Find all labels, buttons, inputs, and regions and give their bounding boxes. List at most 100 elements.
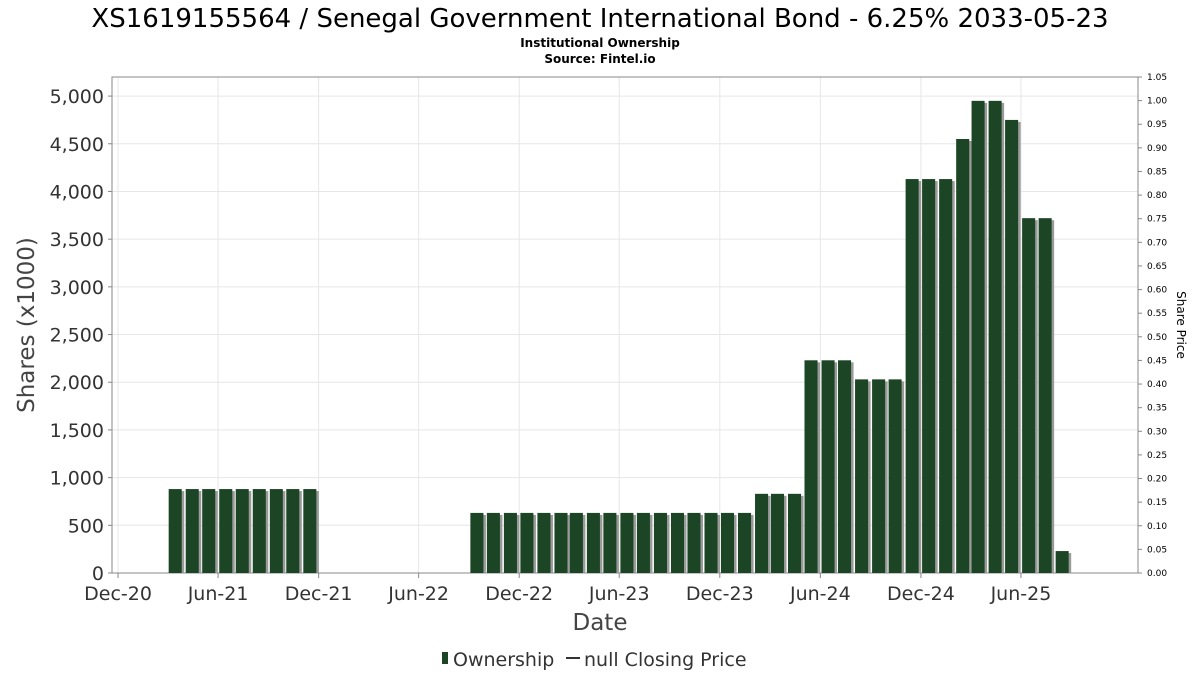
ownership-bar [503,512,517,573]
ownership-bar [704,512,718,573]
x-tick-label: Dec-23 [686,583,754,605]
ownership-bar [755,493,769,573]
ownership-bar [202,489,216,573]
ownership-bar [738,512,752,573]
ownership-bar [303,489,317,573]
ownership-bar [1022,218,1036,573]
y-tick-label: 3,000 [50,277,104,299]
ownership-bar [554,512,568,573]
ownership-bar [687,512,701,573]
ownership-bar [770,493,785,573]
legend-closing-price-label: null Closing Price [584,649,747,671]
y2-tick-label: 0.70 [1147,238,1167,248]
y2-tick-label: 0.95 [1147,120,1167,130]
y2-tick-label: 0.40 [1147,380,1167,390]
x-tick-label: Dec-24 [887,583,955,605]
ownership-bar [286,489,300,573]
y2-tick-label: 0.10 [1147,522,1167,532]
y-tick-label: 0 [92,563,104,585]
ownership-bar [252,489,266,573]
y2-tick-label: 0.30 [1147,427,1167,437]
x-axis-ticks: Dec-20 Jun-21 Dec-21 Jun-22 Dec-22 Jun-23 Dec-… [84,573,1051,605]
y2-tick-label: 0.15 [1147,498,1167,508]
ownership-bar [720,512,735,573]
y2-tick-label: 0.05 [1147,545,1167,555]
ownership-bar [988,100,1002,573]
y2-tick-label: 0.60 [1147,286,1167,296]
y2-tick-label: 0.50 [1147,333,1167,343]
y2-tick-label: 0.00 [1147,569,1167,579]
ownership-bar [971,100,985,573]
y-tick-label: 2,500 [50,325,104,347]
ownership-bar [603,512,617,573]
y2-tick-label: 0.85 [1147,167,1167,177]
x-tick-label: Dec-21 [285,583,353,605]
y2-tick-label: 0.45 [1147,356,1167,366]
y2-tick-label: 0.65 [1147,262,1167,272]
x-axis-label: Date [573,610,628,636]
ownership-bar [1005,119,1019,573]
ownership-bar [486,512,500,573]
legend: Ownership null Closing Price [442,649,747,671]
x-tick-label: Jun-21 [187,583,249,605]
x-tick-label: Jun-24 [789,583,851,605]
y2-tick-label: 0.35 [1147,404,1167,414]
ownership-bar [269,489,283,573]
ownership-bar [939,179,953,574]
ownership-bar [470,512,484,573]
ownership-bar [956,139,970,573]
y2-tick-label: 1.00 [1147,97,1167,107]
ownership-bar [569,512,583,573]
y-tick-label: 1,500 [50,420,104,442]
ownership-bar [855,379,869,573]
ownership-bar [537,512,551,573]
gridlines [112,77,1138,573]
ownership-bar [804,360,818,573]
ownership-bar [620,512,634,573]
y-tick-label: 4,000 [50,181,104,203]
ownership-bar [1038,218,1052,573]
legend-ownership-swatch [442,652,448,664]
x-tick-label: Jun-22 [387,583,449,605]
x-tick-label: Jun-25 [990,583,1052,605]
y-tick-label: 2,000 [50,372,104,394]
ownership-bar [168,489,182,573]
y2-tick-label: 0.25 [1147,451,1167,461]
x-tick-label: Jun-23 [588,583,650,605]
y2-tick-label: 0.90 [1147,144,1167,154]
ownership-bar [872,379,886,573]
ownership-bar [235,489,249,573]
ownership-bar [586,512,600,573]
ownership-bar [1055,551,1069,573]
y2-axis-ticks: 0.00 0.05 0.10 0.15 0.20 0.25 0.30 0.35 0.40 0.45… [1138,73,1167,579]
y-tick-label: 1,000 [50,468,104,490]
y-tick-label: 5,000 [50,86,104,108]
y2-tick-label: 0.55 [1147,309,1167,319]
y-tick-label: 4,500 [50,134,104,156]
y2-tick-label: 0.75 [1147,215,1167,225]
ownership-bar [219,489,233,573]
y-tick-label: 500 [68,515,104,537]
ownership-bar [788,493,802,573]
y2-tick-label: 0.20 [1147,475,1167,485]
ownership-bar [888,379,902,573]
ownership-bar [838,360,852,573]
ownership-bar [185,489,199,573]
y2-tick-label: 0.80 [1147,191,1167,201]
ownership-bar [653,512,667,573]
ownership-bars [168,100,1072,574]
chart-subtitle-line-1: Institutional Ownership [520,36,680,50]
ownership-bar [922,179,936,574]
y-axis-ticks: 0 500 1,000 1,500 2,000 2,500 3,000 3,500 4,000 4… [50,86,112,585]
legend-ownership-label: Ownership [453,649,554,671]
y2-tick-label: 1.05 [1147,73,1167,83]
chart-subtitle-line-2: Source: Fintel.io [544,52,655,66]
chart-title: XS1619155564 / Senegal Government Intern… [91,4,1108,34]
x-tick-label: Dec-22 [485,583,553,605]
ownership-bar [636,512,650,573]
ownership-bar [905,179,919,574]
x-tick-label: Dec-20 [84,583,152,605]
ownership-bar [821,360,835,573]
y-tick-label: 3,500 [50,229,104,251]
